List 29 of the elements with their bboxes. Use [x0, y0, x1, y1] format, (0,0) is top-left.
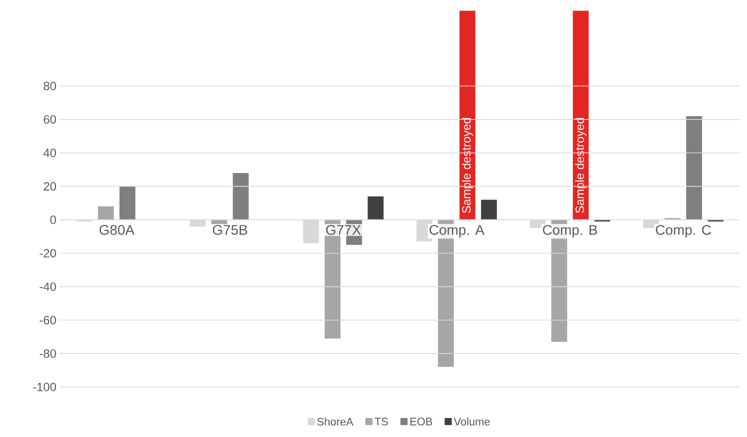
x-tick-label: G75B — [212, 224, 248, 235]
y-tick-label: -80 — [40, 349, 56, 358]
bar — [686, 116, 702, 220]
legend-label: TS — [374, 418, 388, 426]
x-tick-label: Comp. A — [430, 224, 484, 238]
y-tick-label: 40 — [43, 148, 56, 158]
y-tick-label: 60 — [44, 115, 56, 124]
data-label: Sample destroyed — [462, 118, 474, 214]
x-tick-label: G80A — [100, 224, 134, 235]
bar — [481, 200, 497, 220]
legend-label: ShoreA — [317, 418, 354, 426]
legend-label: Volume — [454, 418, 490, 426]
x-tick-label: Comp. C — [656, 224, 711, 238]
x-tick-label: G77X — [326, 224, 361, 235]
y-tick-label: 20 — [44, 182, 56, 191]
y-tick-label: -20 — [40, 248, 56, 258]
bar — [232, 172, 249, 220]
bar — [98, 206, 114, 220]
y-tick-label: -60 — [40, 316, 56, 324]
y-tick-label: -100 — [33, 382, 56, 392]
bar — [460, 10, 476, 220]
y-tick-label: -40 — [40, 282, 56, 291]
bar — [120, 186, 136, 220]
legend-label: EOB — [410, 418, 432, 426]
x-tick-label: Comp. B — [542, 224, 598, 238]
y-tick-label: 80 — [44, 82, 56, 90]
y-tick-label: 0 — [50, 216, 56, 224]
data-label: Sample destroyed — [575, 118, 586, 214]
bar — [368, 196, 384, 220]
